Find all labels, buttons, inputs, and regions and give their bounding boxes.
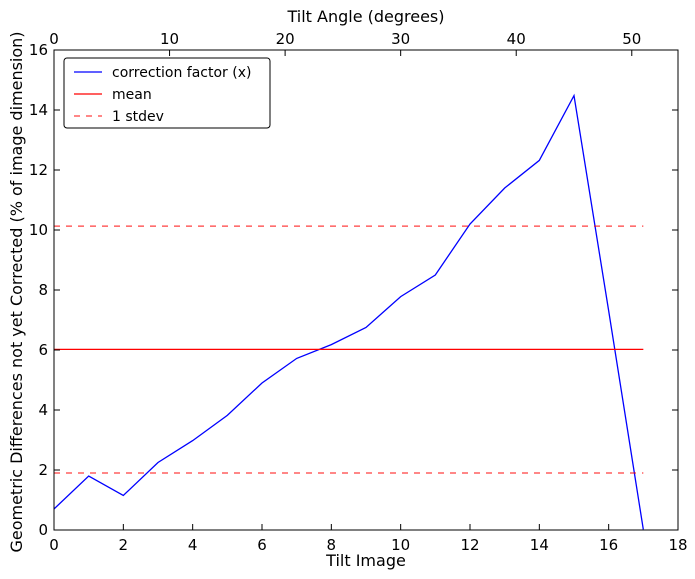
x-tick-label: 16 [599, 536, 618, 554]
y-tick-label: 8 [38, 281, 48, 299]
top-x-tick-label: 20 [276, 30, 295, 48]
y-tick-label: 14 [29, 101, 48, 119]
x-tick-label: 14 [530, 536, 549, 554]
tick-layer: 0 2 4 6 8 10 12 14 16 18 0 10 20 30 40 50 0 2 4 6 8 10 12 14 16 [29, 30, 688, 554]
top-x-tick-label: 10 [160, 30, 179, 48]
x-tick-label: 18 [668, 536, 687, 554]
x-tick-label: 8 [327, 536, 337, 554]
top-x-tick-label: 50 [622, 30, 641, 48]
y-axis-title: Geometric Differences not yet Corrected … [7, 31, 26, 552]
y-tick-label: 10 [29, 221, 48, 239]
legend-label-mean: mean [112, 87, 152, 103]
y-tick-label: 0 [38, 521, 48, 539]
x-tick-label: 0 [49, 536, 59, 554]
top-x-tick-label: 30 [391, 30, 410, 48]
x-tick-label: 10 [391, 536, 410, 554]
x-tick-label: 12 [460, 536, 479, 554]
x-tick-label: 6 [257, 536, 267, 554]
y-tick-label: 16 [29, 41, 48, 59]
top-x-tick-label: 40 [507, 30, 526, 48]
y-tick-label: 6 [38, 341, 48, 359]
series-line-correction-factor [53, 93, 644, 530]
top-x-axis-title: Tilt Angle (degrees) [286, 7, 444, 26]
legend-label-stdev: 1 stdev [112, 109, 164, 125]
series-layer [53, 93, 644, 530]
legend-label-correction-factor: correction factor (x) [112, 65, 251, 81]
y-tick-label: 4 [38, 401, 48, 419]
x-tick-label: 4 [188, 536, 198, 554]
y-tick-label: 2 [38, 461, 48, 479]
x-tick-label: 2 [119, 536, 129, 554]
top-x-tick-label: 0 [49, 30, 59, 48]
legend-box [63, 57, 271, 129]
x-axis-title: Tilt Image [325, 551, 406, 570]
legend: correction factor (x) mean 1 stdev [63, 57, 271, 129]
y-tick-label: 12 [29, 161, 48, 179]
